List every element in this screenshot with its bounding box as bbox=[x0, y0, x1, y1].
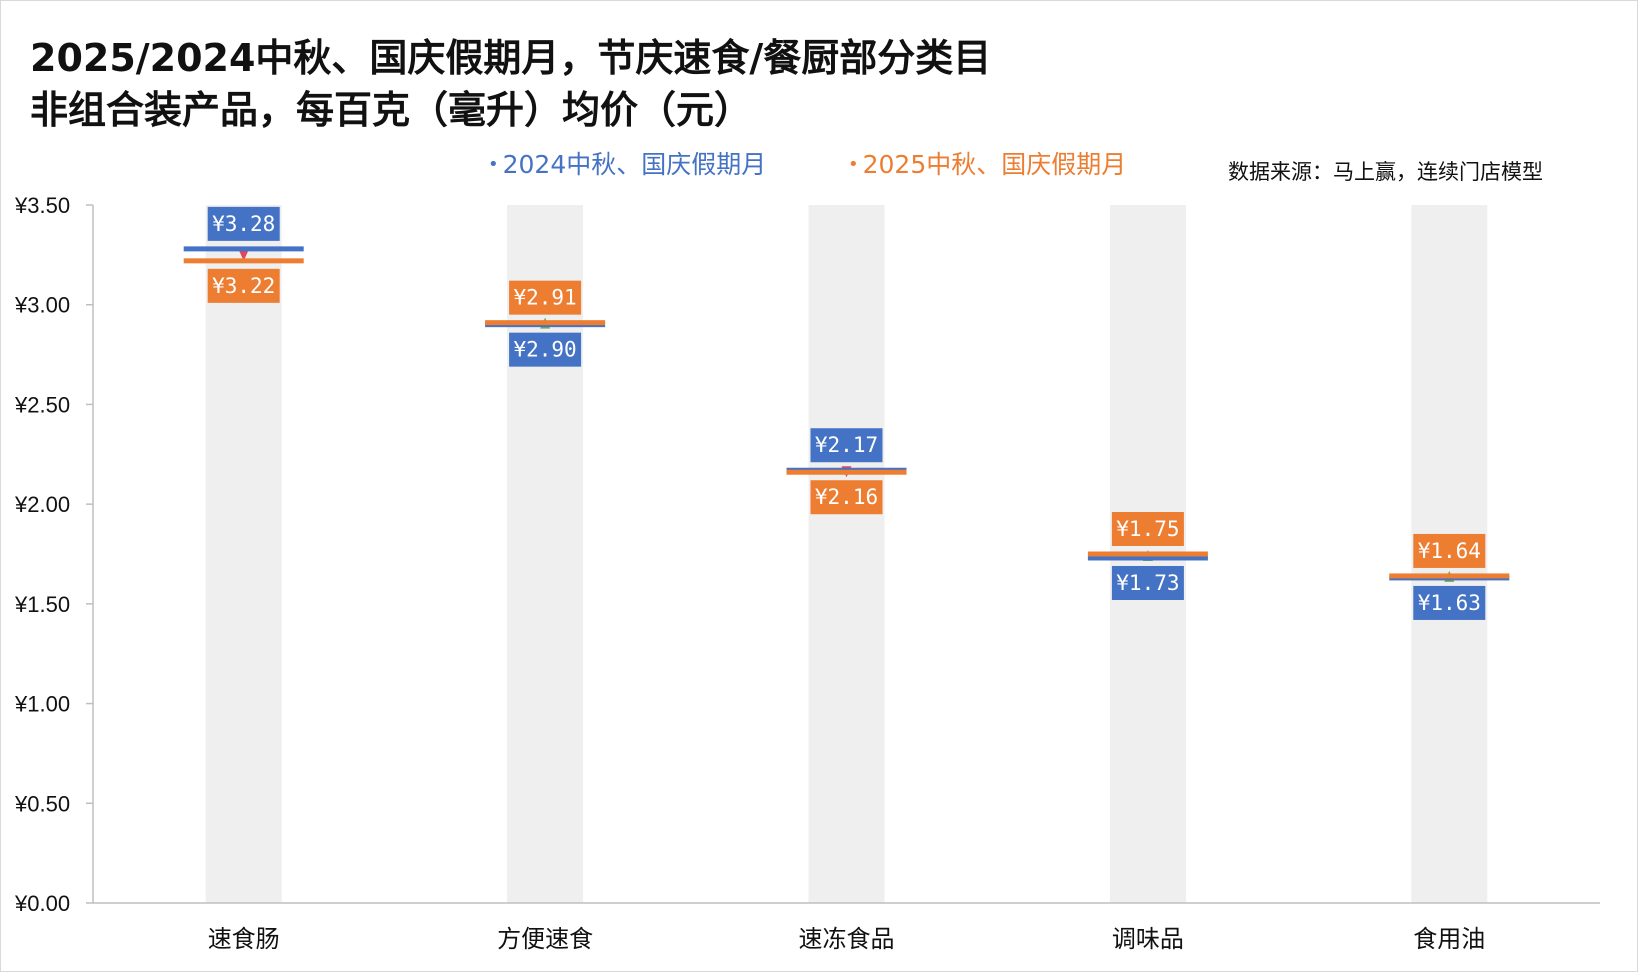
data-label-2024-text: ¥2.17 bbox=[815, 433, 878, 457]
y-tick-label: ¥1.50 bbox=[14, 592, 70, 617]
x-tick-label: 方便速食 bbox=[497, 925, 593, 953]
y-tick-label: ¥1.00 bbox=[14, 692, 70, 717]
data-label-2024-box bbox=[810, 428, 883, 463]
legend-dot-2025: • bbox=[848, 154, 859, 175]
data-label-2025-box bbox=[810, 480, 883, 515]
data-label-2024-text: ¥3.28 bbox=[212, 212, 275, 236]
legend-label-2025: 2025中秋、国庆假期月 bbox=[862, 150, 1127, 179]
legend-item-2024: • 2024中秋、国庆假期月 bbox=[488, 145, 766, 181]
series-2025-level bbox=[183, 258, 304, 264]
category-column-bg bbox=[205, 205, 282, 903]
y-tick-label: ¥3.50 bbox=[14, 193, 70, 218]
data-label-2025-text: ¥1.64 bbox=[1418, 539, 1481, 563]
trend-down-marker bbox=[238, 249, 249, 261]
y-tick-label: ¥0.00 bbox=[14, 891, 70, 916]
legend-label-2024: 2024中秋、国庆假期月 bbox=[502, 150, 767, 179]
series-2025-level bbox=[1389, 573, 1510, 579]
x-tick-label: 速食肠 bbox=[208, 925, 280, 953]
series-2024-level bbox=[1087, 555, 1208, 561]
data-label-2025-box bbox=[1111, 512, 1184, 546]
data-label-2025-box bbox=[1413, 533, 1486, 568]
y-tick-label: ¥2.00 bbox=[14, 492, 70, 517]
legend-dot-2024: • bbox=[488, 154, 499, 175]
series-2025-level bbox=[485, 320, 606, 326]
data-label-2024-text: ¥1.63 bbox=[1418, 591, 1481, 615]
data-label-2024-box bbox=[1111, 565, 1184, 600]
data-label-2025-text: ¥2.91 bbox=[513, 286, 576, 310]
data-label-2024-text: ¥2.90 bbox=[513, 338, 576, 362]
x-tick-label: 调味品 bbox=[1112, 925, 1184, 953]
source-note: 数据来源：马上赢，连续门店模型 bbox=[1228, 160, 1543, 184]
data-label-2025-text: ¥1.75 bbox=[1116, 517, 1179, 541]
y-tick-label: ¥3.00 bbox=[14, 293, 70, 318]
data-label-2025-text: ¥2.16 bbox=[815, 485, 878, 509]
chart-title-line1: 2025/2024中秋、国庆假期月，节庆速食/餐厨部分类目 bbox=[30, 36, 992, 80]
x-tick-label: 食用油 bbox=[1413, 925, 1485, 953]
data-label-2025-box bbox=[207, 268, 280, 303]
x-tick-label: 速冻食品 bbox=[799, 925, 895, 953]
legend-item-2025: • 2025中秋、国庆假期月 bbox=[848, 145, 1126, 181]
y-tick-label: ¥0.50 bbox=[14, 791, 70, 816]
series-2025-level bbox=[1087, 551, 1208, 557]
data-label-2025-box bbox=[509, 280, 582, 315]
chart-title-line2: 非组合装产品，每百克（毫升）均价（元） bbox=[30, 88, 753, 132]
series-2025-level bbox=[786, 469, 907, 475]
data-label-2024-box bbox=[207, 206, 280, 241]
series-2024-level bbox=[183, 246, 304, 252]
category-column-bg bbox=[808, 205, 885, 903]
y-tick-label: ¥2.50 bbox=[14, 392, 70, 417]
data-label-2025-text: ¥3.22 bbox=[212, 274, 275, 298]
data-label-2024-box bbox=[509, 332, 582, 367]
data-label-2024-text: ¥1.73 bbox=[1116, 571, 1179, 595]
data-label-2024-box bbox=[1413, 585, 1486, 620]
